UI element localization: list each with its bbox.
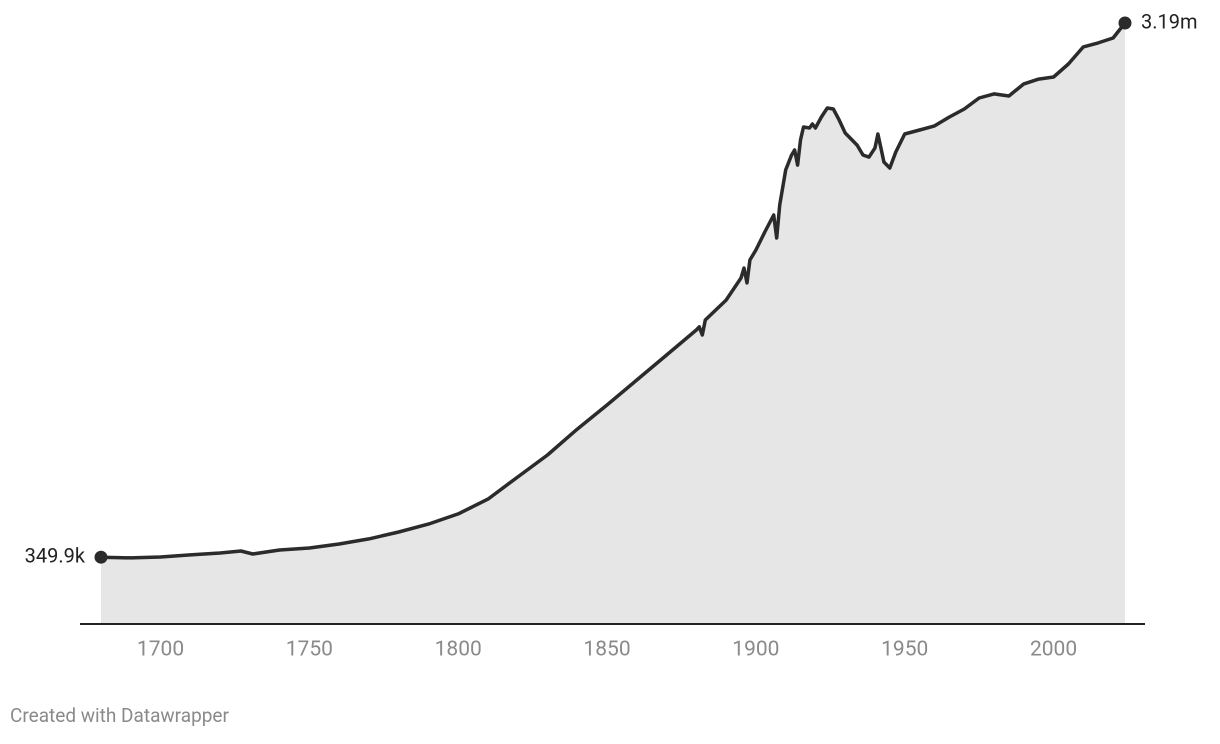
x-tick-label: 2000 <box>1030 638 1077 662</box>
end-point <box>94 550 108 564</box>
end-point <box>1118 16 1132 30</box>
x-tick-label: 1800 <box>435 638 482 662</box>
x-tick-label: 1900 <box>732 638 779 662</box>
value-label: 349.9k <box>25 543 86 567</box>
value-label: 3.19m <box>1141 9 1198 33</box>
area <box>101 23 1125 623</box>
x-tick-label: 1850 <box>583 638 630 662</box>
x-tick-label: 1700 <box>137 638 184 662</box>
x-tick-label: 1950 <box>881 638 928 662</box>
line <box>100 21 1127 560</box>
x-tick-label: 1750 <box>286 638 333 662</box>
credit: Created with Datawrapper <box>10 704 229 727</box>
